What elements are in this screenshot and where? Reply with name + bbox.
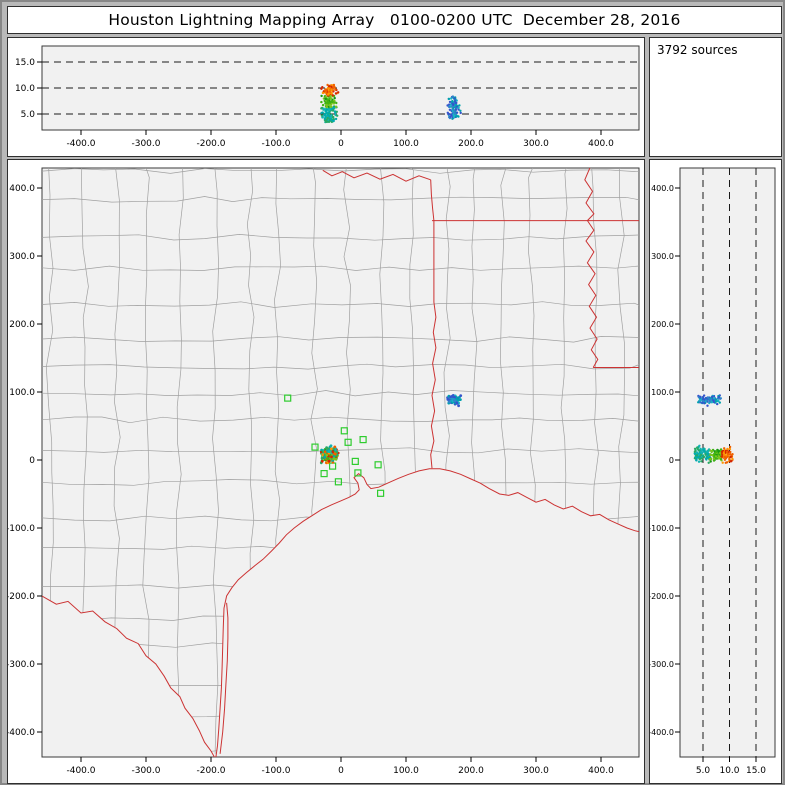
svg-text:-100.0: -100.0 — [261, 139, 290, 149]
svg-text:-400.0: -400.0 — [8, 728, 35, 738]
svg-text:400.0: 400.0 — [651, 184, 674, 193]
svg-text:-300.0: -300.0 — [131, 139, 160, 149]
svg-text:-300.0: -300.0 — [650, 660, 674, 669]
page-title: Houston Lightning Mapping Array 0100-020… — [108, 11, 681, 29]
svg-text:5.0: 5.0 — [21, 110, 36, 120]
svg-text:-200.0: -200.0 — [8, 592, 35, 602]
svg-text:0: 0 — [338, 766, 344, 776]
svg-text:-300.0: -300.0 — [131, 766, 160, 776]
svg-text:300.0: 300.0 — [9, 252, 35, 262]
sources-count-panel: 3792 sources — [649, 37, 782, 157]
svg-text:200.0: 200.0 — [651, 320, 674, 329]
svg-text:400.0: 400.0 — [588, 766, 614, 776]
svg-text:-300.0: -300.0 — [8, 660, 35, 670]
ns-altitude-panel: 5.0 10.0 15.0 400.0 300.0 200.0 100.0 0 -100.0 -2… — [649, 159, 782, 784]
svg-text:-200.0: -200.0 — [196, 139, 225, 149]
ns-altitude-plot: 5.0 10.0 15.0 400.0 300.0 200.0 100.0 0 -100.0 -2… — [650, 167, 776, 776]
svg-text:-100.0: -100.0 — [8, 524, 35, 534]
svg-text:400.0: 400.0 — [588, 139, 614, 149]
svg-text:-200.0: -200.0 — [196, 766, 225, 776]
svg-text:200.0: 200.0 — [458, 766, 484, 776]
svg-text:15.0: 15.0 — [746, 766, 766, 776]
svg-text:300.0: 300.0 — [651, 252, 674, 261]
svg-text:-400.0: -400.0 — [66, 139, 95, 149]
svg-text:100.0: 100.0 — [9, 388, 35, 398]
svg-text:-100.0: -100.0 — [650, 524, 674, 533]
svg-text:100.0: 100.0 — [393, 766, 419, 776]
map-panel: -400.0 -300.0 -200.0 -100.0 0 100.0 200.0 300.0… — [7, 159, 645, 784]
svg-text:-100.0: -100.0 — [261, 766, 290, 776]
svg-text:200.0: 200.0 — [458, 139, 484, 149]
title-bar: Houston Lightning Mapping Array 0100-020… — [7, 6, 782, 34]
svg-text:0: 0 — [29, 456, 35, 466]
svg-text:400.0: 400.0 — [9, 184, 35, 194]
svg-text:0: 0 — [338, 139, 344, 149]
svg-text:10.0: 10.0 — [719, 766, 739, 776]
sources-count-label: 3792 sources — [657, 43, 738, 57]
svg-text:0: 0 — [669, 456, 674, 465]
svg-text:300.0: 300.0 — [523, 766, 549, 776]
map-plot: -400.0 -300.0 -200.0 -100.0 0 100.0 200.0 300.0… — [8, 167, 640, 776]
svg-text:-200.0: -200.0 — [650, 592, 674, 601]
ew-altitude-panel: 15.0 10.0 5.0 -400.0 -300.0 -200.0 -100.0 0 100.… — [7, 37, 645, 157]
svg-text:5.0: 5.0 — [696, 766, 711, 776]
svg-text:10.0: 10.0 — [15, 84, 35, 94]
svg-text:300.0: 300.0 — [523, 139, 549, 149]
svg-text:-400.0: -400.0 — [650, 728, 674, 737]
svg-text:200.0: 200.0 — [9, 320, 35, 330]
svg-text:100.0: 100.0 — [393, 139, 419, 149]
svg-text:100.0: 100.0 — [651, 388, 674, 397]
svg-text:15.0: 15.0 — [15, 58, 35, 68]
ew-altitude-plot: 15.0 10.0 5.0 -400.0 -300.0 -200.0 -100.0 0 100.… — [15, 45, 640, 149]
svg-text:-400.0: -400.0 — [66, 766, 95, 776]
